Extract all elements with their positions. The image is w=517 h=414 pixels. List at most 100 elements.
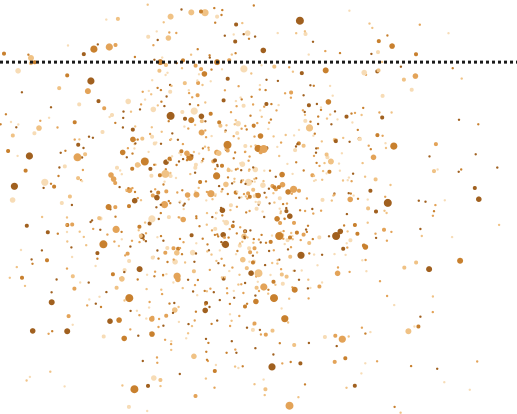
data-point <box>355 231 360 236</box>
data-point <box>156 236 159 239</box>
data-point <box>367 144 370 147</box>
data-point <box>319 209 323 212</box>
data-point <box>162 21 165 24</box>
data-point <box>145 287 148 291</box>
data-point <box>262 378 265 381</box>
data-point <box>307 53 310 56</box>
data-point <box>210 229 214 232</box>
data-point <box>315 102 319 106</box>
data-point <box>82 146 85 150</box>
data-point <box>207 190 215 198</box>
data-point <box>218 298 221 302</box>
data-point <box>240 256 246 263</box>
data-point <box>191 154 194 157</box>
data-point <box>376 39 381 44</box>
data-point <box>155 30 158 33</box>
data-point <box>165 272 168 276</box>
data-point <box>119 149 126 156</box>
data-point <box>113 181 118 185</box>
data-point <box>16 154 19 158</box>
data-point <box>169 202 172 205</box>
data-point <box>474 153 477 156</box>
data-point <box>246 197 249 200</box>
data-point <box>284 133 287 137</box>
data-point <box>240 169 243 172</box>
data-point <box>201 71 208 77</box>
data-point <box>308 252 311 255</box>
data-point <box>268 239 273 244</box>
data-point <box>235 120 241 127</box>
data-point <box>55 278 58 281</box>
data-point <box>203 145 207 148</box>
data-point <box>15 265 18 269</box>
data-point <box>259 109 262 112</box>
data-point <box>20 275 24 280</box>
data-point <box>247 194 252 199</box>
data-point <box>171 311 175 315</box>
data-point <box>409 87 414 92</box>
data-point <box>272 135 275 138</box>
data-point <box>260 182 266 188</box>
data-point <box>177 320 181 324</box>
data-point <box>254 206 259 211</box>
data-point <box>476 360 479 363</box>
data-point <box>306 103 311 108</box>
data-point <box>365 270 368 273</box>
data-point <box>356 128 359 132</box>
data-point <box>10 133 15 138</box>
data-point <box>160 292 164 296</box>
data-point <box>73 153 82 162</box>
data-point <box>414 260 419 265</box>
data-point <box>127 204 131 209</box>
data-point <box>219 206 223 210</box>
data-point <box>206 250 209 253</box>
data-point <box>139 199 143 202</box>
data-point <box>289 90 294 95</box>
data-point <box>157 173 162 178</box>
data-point <box>87 281 90 284</box>
data-point <box>283 92 287 95</box>
data-point <box>205 290 209 293</box>
data-point <box>384 195 387 198</box>
data-point <box>188 103 192 106</box>
data-point <box>159 234 163 238</box>
data-point <box>349 192 352 195</box>
data-point <box>121 335 127 342</box>
data-point <box>432 169 436 174</box>
data-point <box>168 89 173 94</box>
data-point <box>204 120 207 123</box>
data-point <box>160 100 163 103</box>
data-point <box>220 190 223 193</box>
data-point <box>225 287 229 290</box>
data-point <box>210 68 213 71</box>
data-point <box>216 319 219 322</box>
data-point <box>99 305 103 309</box>
data-point <box>119 169 122 172</box>
data-point <box>279 212 282 215</box>
data-point <box>324 152 329 157</box>
data-point <box>302 94 305 97</box>
data-point <box>78 230 81 233</box>
data-point <box>134 162 141 168</box>
data-point <box>383 198 392 207</box>
data-point <box>178 246 182 250</box>
data-point <box>208 54 211 57</box>
data-point <box>120 230 123 234</box>
data-point <box>315 147 318 150</box>
data-point <box>241 21 244 25</box>
data-point <box>275 109 278 112</box>
data-point <box>330 123 333 126</box>
data-point <box>94 264 97 268</box>
data-point <box>348 238 353 243</box>
data-point <box>362 106 365 110</box>
data-point <box>243 230 247 233</box>
data-point <box>6 149 11 153</box>
data-point <box>179 200 182 203</box>
data-point <box>72 286 77 291</box>
data-point <box>210 322 213 326</box>
data-point <box>250 327 255 332</box>
data-point <box>9 197 16 203</box>
data-point <box>290 185 298 193</box>
data-point <box>223 276 227 279</box>
data-point <box>472 186 477 190</box>
